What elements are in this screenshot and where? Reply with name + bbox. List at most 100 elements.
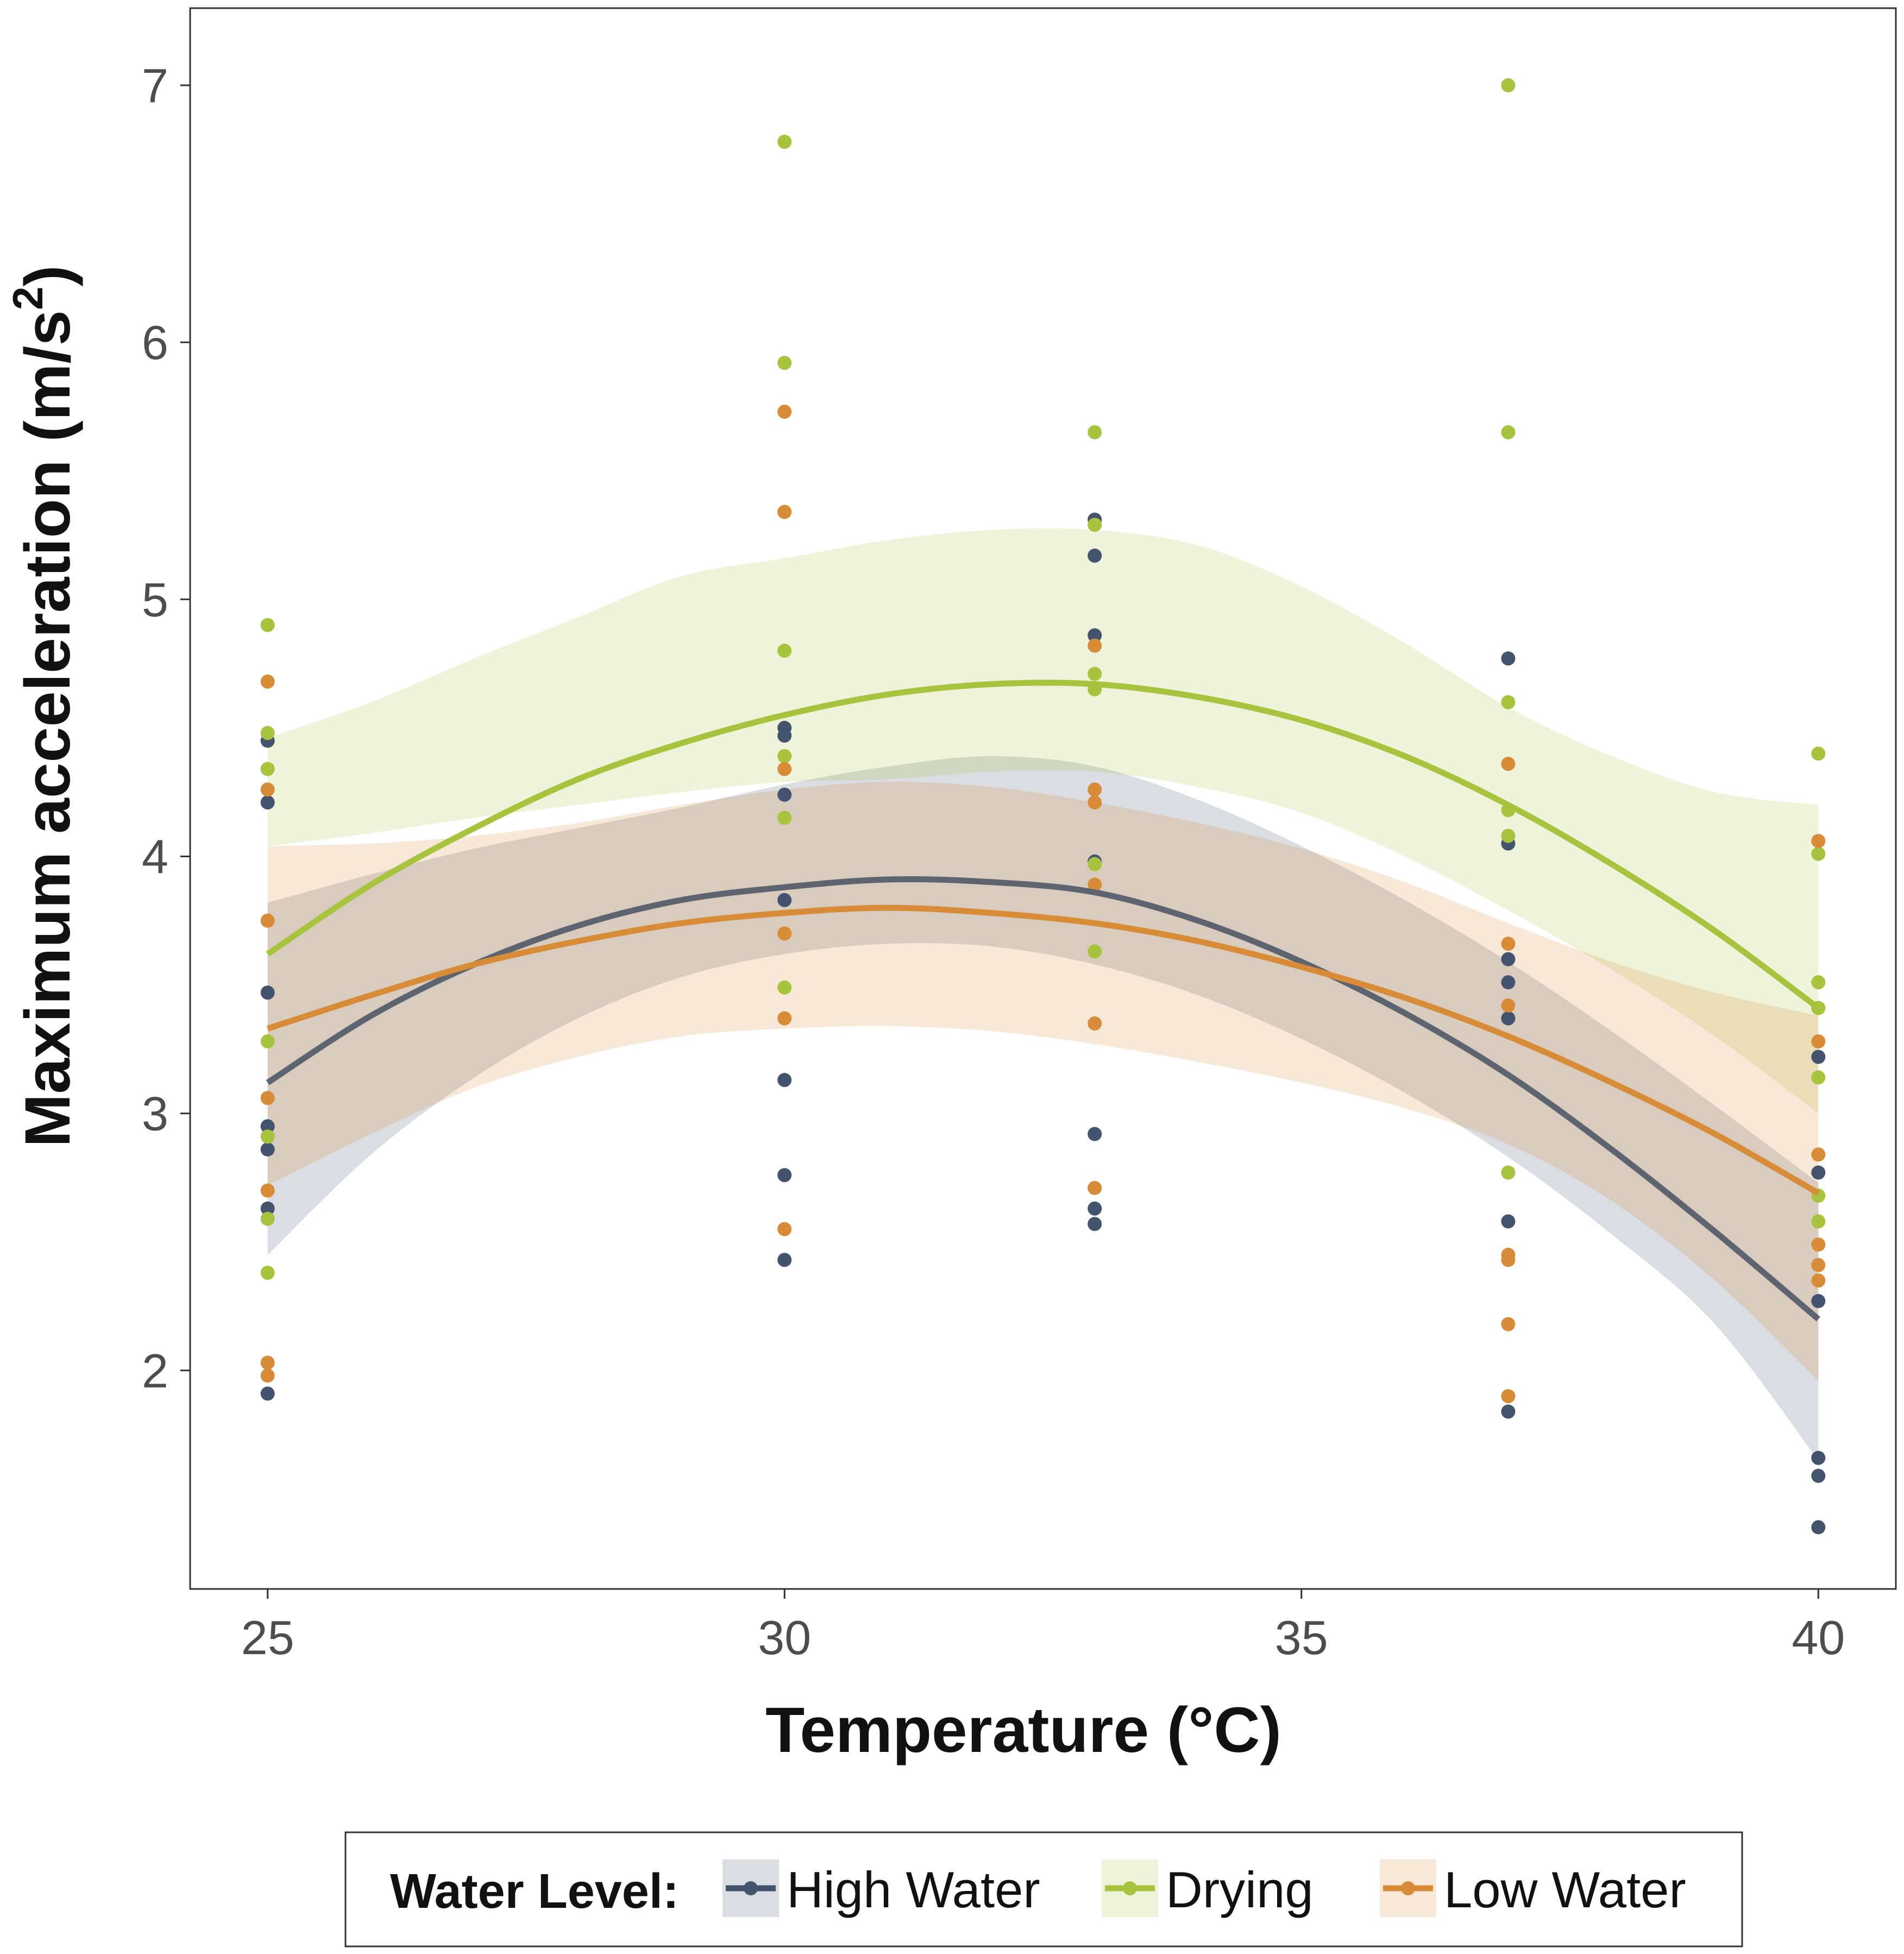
low-water-legend-label: Low Water (1444, 1861, 1686, 1918)
legend-item-drying: Drying (1102, 1859, 1314, 1918)
high-water-point (1501, 1214, 1516, 1229)
high-water-point (1501, 651, 1516, 666)
low-water-point (777, 505, 792, 519)
high-water-point (777, 1253, 792, 1267)
drying-point (1811, 1070, 1826, 1085)
legend-title: Water Level: (390, 1864, 679, 1919)
high-water-point (777, 893, 792, 907)
y-tick-label: 2 (142, 1344, 168, 1398)
drying-point (777, 135, 792, 149)
high-water-point (1811, 1165, 1826, 1180)
low-water-point (1088, 782, 1102, 797)
low-water-point (777, 404, 792, 419)
drying-confidence-band (267, 528, 1819, 1114)
drying-point (777, 749, 792, 763)
legend-item-low-water: Low Water (1380, 1859, 1686, 1918)
y-axis-title-close: ) (12, 265, 84, 286)
low-water-point (260, 1183, 275, 1198)
drying-point (260, 1129, 275, 1144)
drying-point (260, 1211, 275, 1226)
high-water-legend-point-key (744, 1881, 758, 1895)
drying-point (1501, 695, 1516, 709)
drying-point (777, 980, 792, 995)
low-water-point (1811, 1034, 1826, 1049)
drying-point (777, 356, 792, 370)
low-water-point (1088, 877, 1102, 892)
drying-fit-line (266, 680, 1820, 1011)
x-axis: 25 30 35 40 (241, 1589, 1845, 1664)
high-water-confidence-band (267, 756, 1819, 1461)
drying-point (1088, 857, 1102, 871)
high-water-point (777, 787, 792, 802)
high-water-point (777, 728, 792, 743)
high-water-point (1501, 1011, 1516, 1026)
low-water-point (260, 674, 275, 689)
high-water-point (1811, 1050, 1826, 1064)
high-water-point (1501, 952, 1516, 966)
high-water-point (1811, 1294, 1826, 1308)
high-water-point (1088, 1201, 1102, 1216)
y-axis: 2 3 4 5 6 7 (142, 59, 190, 1398)
drying-point (260, 726, 275, 740)
drying-point (1088, 667, 1102, 681)
low-water-point (777, 926, 792, 941)
high-water-point (777, 1073, 792, 1088)
high-water-point (260, 1142, 275, 1157)
plot-area (260, 78, 1826, 1535)
y-tick-label: 3 (142, 1087, 168, 1141)
high-water-fit-line (266, 876, 1820, 1322)
legend-item-high-water: High Water (722, 1859, 1040, 1918)
low-water-point (1811, 834, 1826, 849)
drying-point (1501, 1165, 1516, 1180)
low-water-legend-point-key (1401, 1881, 1415, 1895)
low-water-point (1811, 1273, 1826, 1288)
drying-point (1088, 425, 1102, 439)
low-water-point (1811, 1258, 1826, 1272)
drying-point (260, 1266, 275, 1280)
low-water-point (1501, 998, 1516, 1013)
low-water-point (260, 782, 275, 797)
low-water-point (1501, 1389, 1516, 1404)
low-water-point (1501, 1317, 1516, 1331)
low-water-point (1811, 1237, 1826, 1252)
fit-lines (266, 680, 1820, 1322)
drying-point (260, 1034, 275, 1049)
drying-legend-label: Drying (1166, 1861, 1314, 1918)
drying-point (1811, 1214, 1826, 1229)
low-water-point (260, 913, 275, 928)
x-axis-title: Temperature (°C) (765, 1694, 1281, 1766)
high-water-point (260, 795, 275, 810)
legend-items: High Water Drying Low Water (722, 1859, 1686, 1918)
legend-box (344, 1831, 1743, 1947)
drying-point (1501, 78, 1516, 92)
y-tick-label: 6 (142, 316, 168, 369)
high-water-point (1088, 1217, 1102, 1232)
y-axis-title-main: Maximum acceleration (m/s (12, 310, 84, 1147)
drying-point (1811, 746, 1826, 761)
y-tick-label: 7 (142, 59, 168, 112)
low-water-point (1501, 937, 1516, 951)
high-water-point (1501, 975, 1516, 990)
high-water-point (1811, 1450, 1826, 1465)
y-axis-title: Maximum acceleration (m/s2) (4, 265, 84, 1147)
data-points (260, 78, 1826, 1535)
drying-point (260, 762, 275, 776)
low-water-point (260, 1368, 275, 1383)
x-tick-label: 30 (758, 1611, 811, 1664)
low-water-fit-line (267, 904, 1820, 1196)
low-water-point (1811, 1147, 1826, 1162)
drying-point (1811, 975, 1826, 990)
low-water-point (777, 1222, 792, 1236)
low-water-point (777, 1011, 792, 1026)
y-tick-label: 5 (142, 573, 168, 626)
drying-point (1088, 518, 1102, 532)
high-water-point (1811, 1520, 1826, 1535)
high-water-legend-label: High Water (787, 1861, 1040, 1918)
high-water-point (1088, 548, 1102, 563)
drying-point (260, 618, 275, 632)
high-water-point (1501, 1404, 1516, 1419)
y-axis-title-superscript: 2 (4, 286, 52, 310)
high-water-point (1088, 628, 1102, 643)
drying-legend-point-key (1123, 1881, 1137, 1895)
